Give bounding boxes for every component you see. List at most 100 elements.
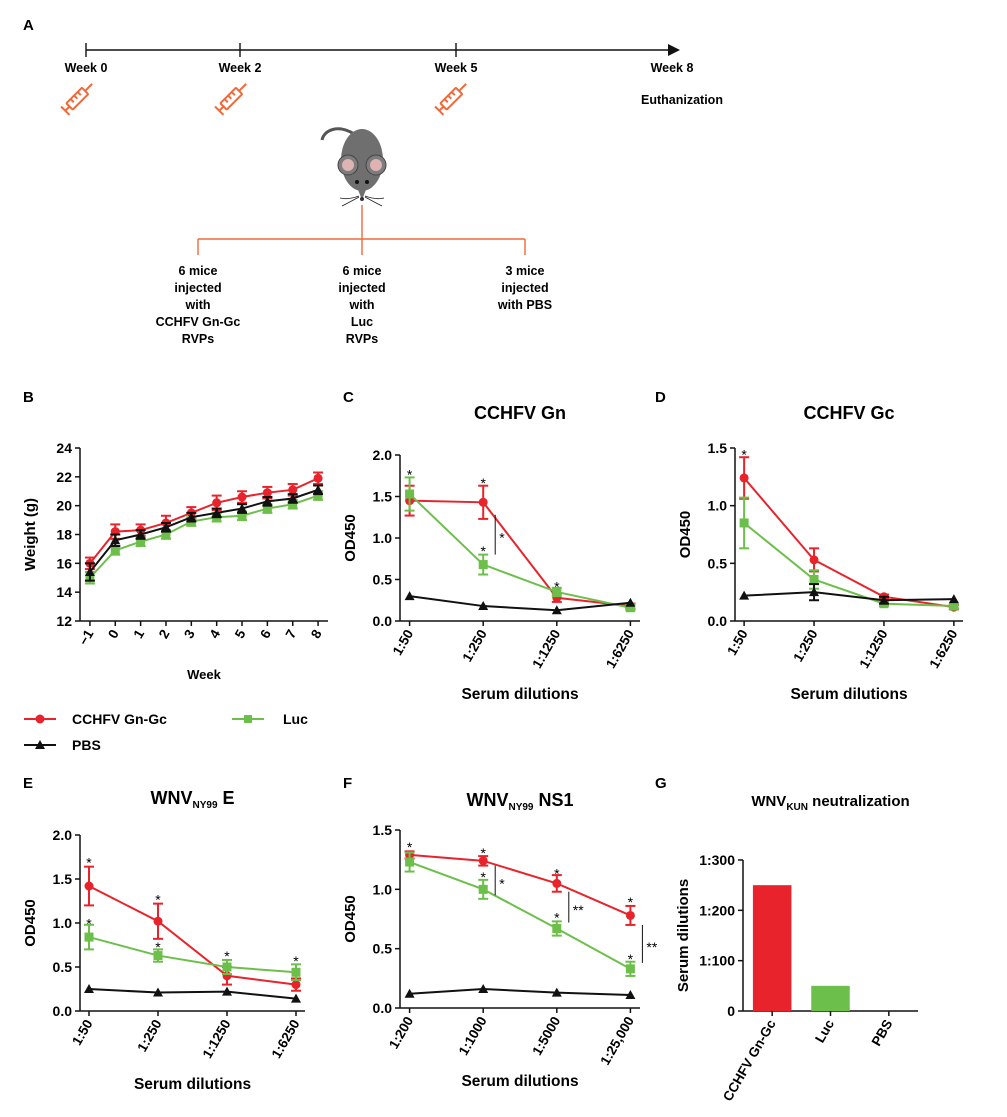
timeline: Week 0 Week 2 Week 5 Week 8 Euthanizatio… <box>65 43 723 107</box>
series-line <box>744 591 954 602</box>
significance-star: * <box>554 579 560 595</box>
data-point <box>110 545 120 555</box>
x-tick-label: 1:250 <box>134 1017 164 1054</box>
data-point <box>405 857 415 867</box>
chart-title: WNVKUN neutralization <box>751 793 909 813</box>
data-point <box>625 910 635 920</box>
data-point <box>478 601 489 611</box>
y-tick-label: 24 <box>56 440 72 456</box>
panel-letter-d: D <box>655 389 666 406</box>
data-point <box>552 923 562 933</box>
significance-star: * <box>86 855 92 871</box>
series-pbs <box>84 984 301 1003</box>
y-tick-label: 1.5 <box>708 440 728 456</box>
data-point <box>262 496 273 506</box>
x-tick-label: 1:50 <box>390 627 417 658</box>
y-axis-label: OD450 <box>342 514 359 562</box>
data-point <box>739 590 750 600</box>
data-point <box>809 555 819 565</box>
data-point <box>313 491 323 501</box>
y-tick-label: 0.5 <box>373 572 393 588</box>
y-tick-label: 0.5 <box>708 555 728 571</box>
chart-c: 0.0 0.5 1.0 1.5 2.0 1:50 1:250 1:1250 1:6250 Seru… <box>342 403 640 703</box>
series-cchfv-gn-gc <box>84 865 301 992</box>
data-point <box>313 484 324 494</box>
significance-star: * <box>224 948 230 964</box>
data-point <box>237 503 248 513</box>
data-point <box>222 962 232 972</box>
svg-text:injected: injected <box>174 281 221 295</box>
data-point <box>404 988 415 998</box>
y-tick-label: 2.0 <box>53 827 73 843</box>
chart-title-rest: neutralization <box>808 793 910 810</box>
data-point <box>84 984 94 993</box>
y-axis-label: Serum dilutions <box>675 879 692 992</box>
series-luc <box>404 851 636 977</box>
svg-text:Luc: Luc <box>283 711 308 727</box>
data-point <box>288 499 298 509</box>
significance-star: * <box>499 875 505 891</box>
significance-star: * <box>155 892 161 908</box>
y-tick-label: 1.5 <box>373 489 393 505</box>
data-point <box>478 497 488 507</box>
series-pbs <box>404 984 636 999</box>
syringe-icon <box>434 78 472 116</box>
data-point <box>809 587 820 597</box>
x-tick-label: 1:200 <box>386 1014 416 1051</box>
data-point <box>262 504 272 514</box>
group-label-luc: 6 mice injected with Luc RVPs <box>338 264 385 346</box>
chart-title-rest: NS1 <box>533 790 573 810</box>
chart-title-main: CCHFV Gn <box>474 403 566 423</box>
x-tick-label: 6 <box>257 627 274 641</box>
series-line <box>88 988 297 1000</box>
significance-star: * <box>480 543 486 559</box>
svg-text:injected: injected <box>501 281 548 295</box>
data-point <box>625 964 635 974</box>
data-point <box>551 987 562 997</box>
x-tick-label: 1:1250 <box>529 627 563 671</box>
x-tick-label: 1:6250 <box>269 1017 303 1061</box>
legend: CCHFV Gn-Gc Luc PBS <box>24 711 308 753</box>
mouse-icon <box>320 127 387 207</box>
data-point <box>262 488 272 498</box>
x-tick-label: 1:250 <box>460 627 490 664</box>
x-tick-label: 1 <box>130 627 147 641</box>
syringe-icon <box>214 78 252 116</box>
panel-letter-g: G <box>655 775 667 792</box>
panel-letter-a: A <box>23 17 34 34</box>
data-point <box>739 518 749 528</box>
chart-title: WNVNY99 NS1 <box>466 790 573 813</box>
significance-star: * <box>407 839 413 855</box>
y-tick-label: 0.0 <box>373 613 393 629</box>
significance-star: * <box>554 909 560 925</box>
data-point <box>478 560 488 570</box>
y-tick-label: 1.5 <box>53 871 73 887</box>
x-tick-label: −1 <box>76 627 97 648</box>
bar <box>752 885 792 1011</box>
significance-star: * <box>407 467 413 483</box>
series-cchfv-gn-gc <box>404 484 636 611</box>
x-tick-label: 1:1250 <box>200 1017 234 1061</box>
x-tick-label: 8 <box>308 627 325 641</box>
data-point <box>211 507 222 517</box>
x-tick-label: PBS <box>869 1017 896 1049</box>
data-point <box>84 566 95 576</box>
y-tick-label: 1.0 <box>708 498 728 514</box>
x-tick-label: 1:250 <box>790 627 820 664</box>
data-point <box>291 967 301 977</box>
group-label-cchfv: 6 mice injected with CCHFV Gn-Gc RVPs <box>156 264 241 346</box>
week-label: Week 2 <box>219 61 262 75</box>
significance-star: * <box>554 865 560 881</box>
y-tick-label: 1.5 <box>373 822 393 838</box>
x-tick-label: 1:6250 <box>926 627 960 671</box>
chart-title-subscript: KUN <box>786 802 808 813</box>
y-tick-label: 1.0 <box>373 530 393 546</box>
x-tick-label: CCHFV Gn-Gc <box>720 1017 779 1104</box>
svg-text:with: with <box>185 298 211 312</box>
y-tick-label: 18 <box>56 527 72 543</box>
data-point <box>478 984 489 994</box>
data-point <box>625 603 635 613</box>
x-tick-label: 2 <box>156 627 173 641</box>
